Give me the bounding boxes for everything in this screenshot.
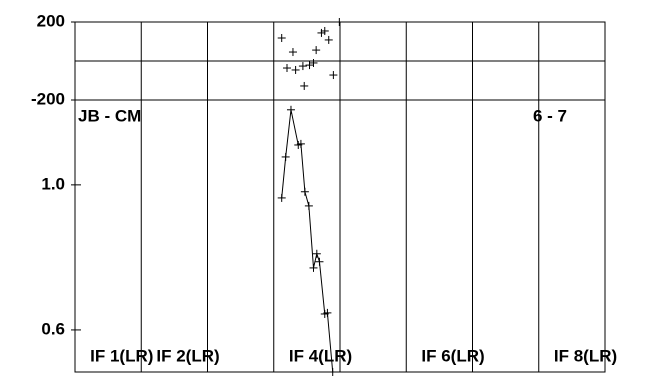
data-point [309,263,318,272]
data-point [283,64,291,73]
data-line [281,109,334,373]
y-tick-label: 200 [37,11,65,30]
annotation: JB - CM [78,106,141,125]
panel-label: IF 2(LR) [156,346,219,365]
data-point [281,152,290,161]
data-point [328,368,337,376]
data-point [324,35,333,44]
data-point [329,71,338,80]
y-tick-label: 1.0 [41,174,65,193]
data-point [305,61,314,70]
data-point [277,33,286,42]
data-point [315,257,324,266]
data-point [298,62,307,71]
data-point [317,28,326,37]
panel-label: IF 8(LR) [554,346,617,365]
data-point [286,105,295,114]
data-point [300,81,309,90]
panel-label: IF 1(LR) [90,346,153,365]
data-point [296,139,305,148]
data-point [323,308,332,317]
data-point [300,187,309,196]
y-tick-label: 0.6 [41,319,65,338]
data-point [304,201,313,210]
data-point [309,58,318,67]
data-point [288,48,297,57]
data-point [277,193,286,202]
data-point [320,26,329,35]
data-point [335,18,344,26]
panel-label: IF 4(LR) [289,346,352,365]
panel-label: IF 6(LR) [421,346,484,365]
data-point [312,46,321,55]
data-point [312,249,321,258]
data-point [291,65,300,74]
annotation: 6 - 7 [533,106,567,125]
y-tick-label: -200 [31,89,65,108]
